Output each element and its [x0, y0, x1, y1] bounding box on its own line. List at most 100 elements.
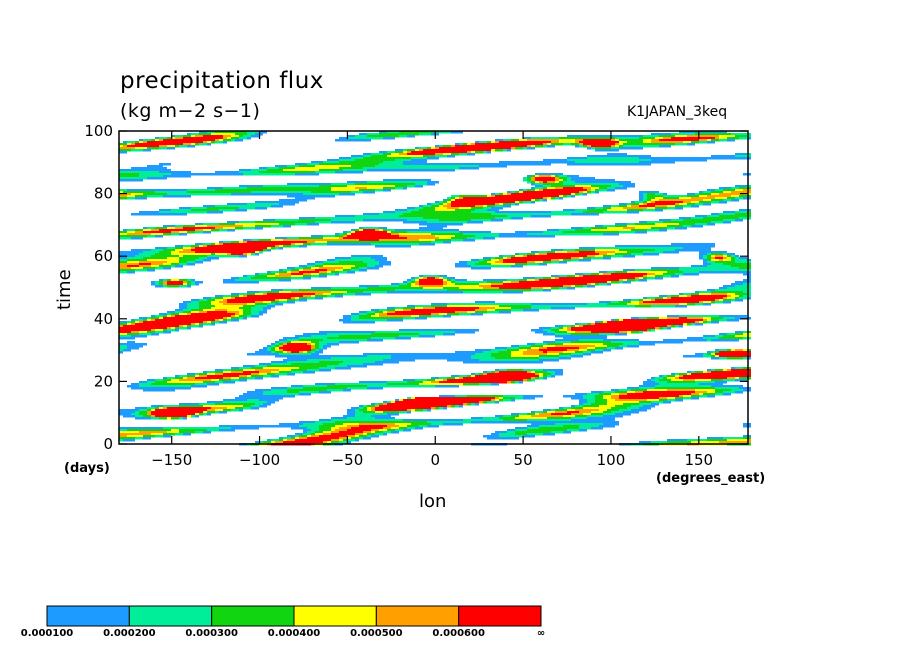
precip-cell — [543, 189, 587, 192]
precip-cell — [527, 255, 587, 258]
precip-cell — [599, 405, 615, 408]
precip-cell — [155, 435, 163, 438]
precip-cell — [615, 143, 619, 146]
precip-cell — [247, 133, 255, 136]
precip-cell — [455, 263, 467, 266]
precip-cell — [543, 143, 547, 146]
precip-cell — [271, 225, 283, 228]
precip-cell — [119, 233, 127, 236]
precip-cell — [287, 301, 295, 304]
precip-cell — [695, 391, 707, 394]
precip-cell — [127, 341, 135, 344]
precip-cell — [571, 413, 583, 416]
precip-cell — [371, 153, 383, 156]
precip-cell — [575, 161, 639, 164]
precip-cell — [579, 247, 595, 250]
precip-cell — [439, 377, 447, 380]
precip-cell — [319, 345, 323, 348]
precip-cell — [543, 345, 555, 348]
precip-cell — [351, 427, 383, 430]
precip-cell — [263, 307, 271, 310]
precip-cell — [155, 139, 159, 142]
precip-cell — [355, 411, 363, 414]
precip-cell — [435, 153, 443, 156]
precip-cell — [707, 189, 715, 192]
precip-cell — [239, 315, 247, 318]
precip-cell — [399, 329, 479, 332]
precip-cell — [559, 353, 571, 356]
precip-cell — [603, 391, 615, 394]
chart-units: (kg m−2 s−1) — [120, 100, 261, 122]
precip-cell — [207, 299, 215, 302]
precip-cell — [559, 139, 575, 142]
precip-cell — [603, 273, 611, 276]
precip-cell — [267, 271, 271, 274]
precip-cell — [627, 345, 639, 348]
precip-cell — [591, 257, 603, 260]
precip-cell — [667, 397, 675, 400]
precip-cell — [611, 395, 619, 398]
precip-cell — [555, 181, 559, 184]
precip-cell — [495, 257, 503, 260]
precip-cell — [159, 417, 167, 420]
precip-cell — [367, 355, 391, 358]
precip-cell — [379, 227, 387, 230]
precip-cell — [699, 251, 727, 254]
precip-cell — [119, 345, 127, 348]
precip-cell — [167, 311, 175, 314]
precip-cell — [623, 319, 703, 322]
precip-cell — [659, 399, 667, 402]
precip-cell — [399, 425, 407, 428]
precip-cell — [183, 301, 191, 304]
precip-cell — [671, 137, 715, 140]
precip-cell — [119, 259, 127, 262]
precip-cell — [631, 253, 643, 256]
precip-cell — [399, 399, 403, 402]
precip-cell — [391, 431, 399, 434]
precip-cell — [483, 371, 487, 374]
precip-cell — [271, 301, 279, 304]
precip-cell — [139, 317, 147, 320]
precip-cell — [183, 281, 187, 284]
precip-cell — [703, 257, 707, 260]
precip-cell — [127, 195, 135, 198]
precip-cell — [379, 213, 403, 216]
precip-cell — [315, 171, 335, 174]
precip-cell — [735, 135, 747, 138]
precip-cell — [127, 141, 135, 144]
precip-cell — [395, 307, 403, 310]
precip-cell — [531, 215, 551, 218]
precip-cell — [711, 301, 715, 304]
precip-cell — [351, 231, 355, 234]
precip-cell — [195, 247, 267, 250]
precip-cell — [343, 439, 347, 442]
precip-cell — [211, 229, 219, 232]
precip-cell — [727, 319, 739, 322]
precip-cell — [347, 437, 351, 440]
precip-cell — [247, 203, 279, 206]
precip-cell — [399, 135, 407, 138]
precip-cell — [455, 235, 475, 238]
precip-cell — [683, 205, 691, 208]
precip-cell — [419, 275, 423, 278]
precip-cell — [199, 403, 215, 406]
precip-cell — [255, 365, 267, 368]
precip-cell — [507, 191, 511, 194]
precip-cell — [339, 441, 347, 444]
precip-cell — [707, 223, 715, 226]
precip-cell — [163, 433, 175, 436]
precip-cell — [491, 349, 507, 352]
precip-cell — [567, 327, 571, 330]
precip-cell — [327, 271, 331, 274]
precip-cell — [683, 323, 687, 326]
precip-cell — [311, 349, 315, 352]
precip-cell — [443, 199, 447, 202]
precip-cell — [471, 403, 475, 406]
precip-cell — [343, 389, 351, 392]
precip-cell — [555, 423, 603, 426]
precip-cell — [679, 395, 683, 398]
precip-cell — [199, 133, 211, 136]
precip-cell — [315, 343, 319, 346]
precip-cell — [407, 409, 411, 412]
precip-cell — [303, 275, 311, 278]
